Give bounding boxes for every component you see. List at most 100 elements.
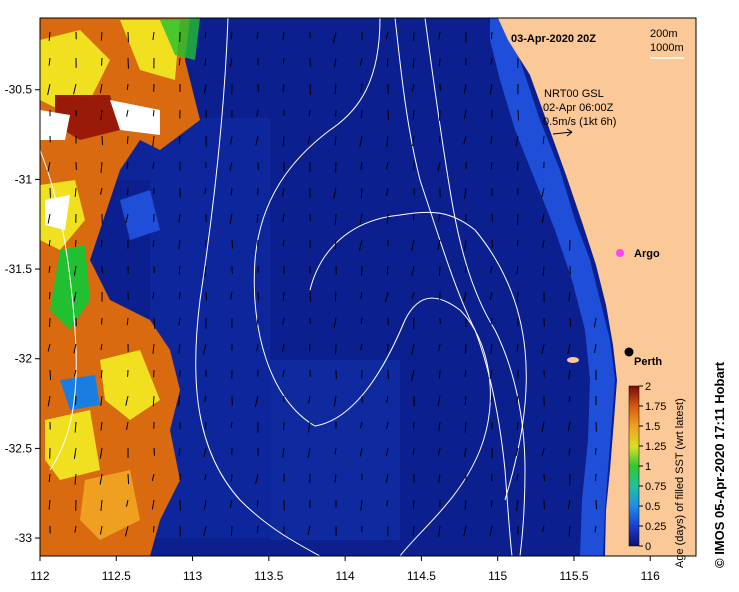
depth-legend-200m: 200m bbox=[650, 28, 678, 40]
current-vector bbox=[438, 135, 441, 143]
current-vector bbox=[229, 161, 233, 171]
current-vector bbox=[99, 473, 103, 485]
current-vector bbox=[178, 447, 181, 456]
current-vector bbox=[489, 525, 493, 536]
current-vector bbox=[230, 421, 233, 429]
current-vector bbox=[438, 57, 441, 67]
current-vector bbox=[230, 473, 233, 482]
current-vector bbox=[151, 473, 155, 482]
current-vector bbox=[567, 343, 571, 354]
current-vector bbox=[48, 31, 51, 41]
current-vector bbox=[204, 57, 207, 67]
current-vector bbox=[360, 343, 363, 351]
current-vector bbox=[567, 499, 571, 510]
current-vector bbox=[203, 499, 207, 510]
current-vector bbox=[178, 343, 181, 354]
current-vector bbox=[463, 525, 467, 537]
colorbar-tick-label: 0 bbox=[645, 541, 651, 553]
current-vector bbox=[48, 57, 51, 66]
current-vector bbox=[411, 369, 415, 381]
current-vector bbox=[412, 499, 415, 509]
current-vector bbox=[73, 291, 77, 302]
lat-tick-label: -31 bbox=[15, 172, 33, 186]
current-vector bbox=[437, 447, 441, 456]
current-vector bbox=[490, 135, 493, 145]
current-vector bbox=[385, 187, 389, 197]
rottnest-island bbox=[567, 357, 579, 363]
current-vector bbox=[282, 317, 285, 325]
current-vector bbox=[360, 109, 363, 119]
current-vector bbox=[438, 265, 441, 276]
lon-tick-label: 114.5 bbox=[407, 569, 436, 583]
lat-tick-label: -31.5 bbox=[5, 262, 33, 276]
current-vector bbox=[334, 57, 337, 68]
current-vector bbox=[125, 395, 129, 406]
current-vector bbox=[256, 239, 259, 247]
current-vector bbox=[231, 239, 234, 249]
current-vector bbox=[309, 291, 312, 302]
current-vector bbox=[438, 525, 441, 537]
current-vector bbox=[257, 83, 260, 92]
current-vector bbox=[152, 525, 155, 533]
current-vector bbox=[594, 525, 597, 533]
current-vector bbox=[334, 291, 337, 302]
current-vector bbox=[490, 265, 493, 274]
current-vector bbox=[127, 473, 130, 485]
current-vector bbox=[152, 135, 155, 147]
current-vector bbox=[152, 31, 155, 41]
current-vector bbox=[334, 447, 337, 455]
current-vector bbox=[282, 135, 285, 147]
current-vector bbox=[307, 525, 311, 536]
current-vector bbox=[568, 369, 571, 380]
current-vector bbox=[203, 525, 207, 537]
current-vector bbox=[100, 187, 103, 195]
current-vector bbox=[438, 343, 441, 352]
current-vector bbox=[569, 317, 572, 327]
current-vector bbox=[178, 135, 181, 145]
current-vector bbox=[229, 213, 233, 224]
current-vector bbox=[126, 135, 129, 144]
current-vector bbox=[438, 421, 441, 432]
current-vector bbox=[256, 109, 259, 117]
current-vector bbox=[75, 395, 77, 406]
current-vector bbox=[412, 525, 415, 537]
current-vector bbox=[230, 291, 233, 300]
current-vector bbox=[230, 31, 233, 40]
current-vector bbox=[412, 135, 415, 147]
current-vector bbox=[74, 239, 77, 247]
current-vector bbox=[541, 343, 545, 354]
current-vector bbox=[204, 31, 207, 39]
current-vector bbox=[49, 369, 52, 380]
current-vector bbox=[204, 421, 207, 430]
current-vector bbox=[386, 395, 389, 403]
current-vector bbox=[203, 447, 207, 457]
current-vector bbox=[307, 447, 311, 458]
current-vector bbox=[438, 31, 441, 40]
current-vector bbox=[386, 213, 389, 225]
lon-tick-label: 112 bbox=[30, 569, 49, 583]
longitude-axis: 112 112.5 113 113.5 114 114.5 115 115.5 116 bbox=[30, 556, 660, 583]
current-vector bbox=[411, 265, 415, 276]
current-vector bbox=[387, 109, 390, 120]
current-vector bbox=[516, 343, 519, 352]
current-vector bbox=[308, 109, 311, 117]
current-vector bbox=[308, 395, 311, 404]
current-vector bbox=[594, 473, 597, 481]
current-vector bbox=[386, 265, 389, 275]
current-vector bbox=[438, 473, 441, 483]
current-vector bbox=[360, 161, 363, 171]
currents-source: NRT00 GSL bbox=[544, 88, 604, 100]
current-vector bbox=[463, 109, 467, 120]
colorbar-tick-label: 1.75 bbox=[645, 401, 666, 413]
current-vector bbox=[282, 213, 285, 222]
current-vector bbox=[490, 31, 493, 40]
current-vector bbox=[100, 109, 103, 121]
current-vector bbox=[516, 161, 519, 171]
depth-legend-1000m: 1000m bbox=[650, 42, 684, 54]
current-vector bbox=[464, 369, 467, 377]
current-vector bbox=[438, 369, 441, 379]
current-vector bbox=[73, 369, 77, 377]
current-vector bbox=[281, 343, 285, 352]
lon-tick-label: 116 bbox=[641, 569, 660, 583]
currents-time: 02-Apr 06:00Z bbox=[543, 102, 614, 114]
